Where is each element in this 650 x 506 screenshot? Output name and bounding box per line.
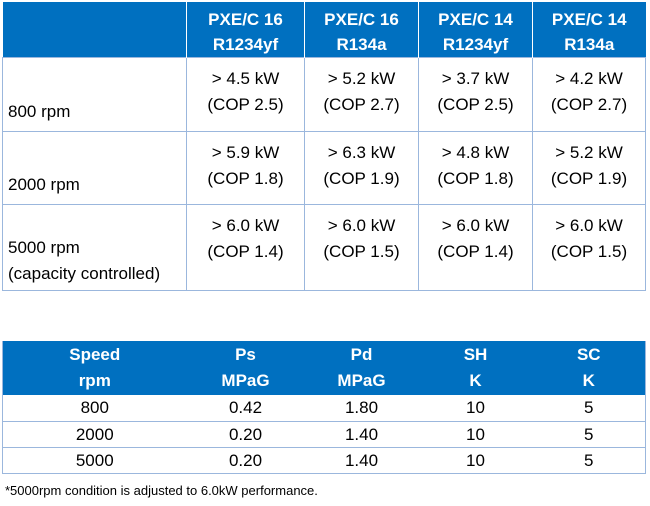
condition-row: 5000 0.20 1.40 10 5 [2, 447, 646, 474]
row-label: 2000 rpm [2, 131, 187, 205]
table-cell: 10 [418, 421, 533, 448]
capacity-cell: > 6.0 kW (COP 1.5) [304, 204, 419, 291]
capacity-header-cell: PXE/C 16 R134a [304, 2, 419, 58]
capacity-header-cell: PXE/C 14 R1234yf [418, 2, 533, 58]
capacity-table: PXE/C 16 R1234yf PXE/C 16 R134a PXE/C 14… [2, 2, 646, 291]
capacity-cell: > 5.9 kW (COP 1.8) [186, 131, 305, 205]
power-value: > 6.0 kW [211, 216, 280, 235]
cop-value: (COP 1.4) [437, 242, 514, 261]
cop-value: (COP 1.9) [323, 169, 400, 188]
header-unit: K [582, 371, 595, 390]
power-value: > 5.9 kW [211, 143, 280, 162]
capacity-cell: > 5.2 kW (COP 2.7) [304, 57, 419, 132]
table-cell: 5 [532, 395, 646, 422]
cop-value: (COP 2.7) [323, 95, 400, 114]
power-value: > 4.8 kW [441, 143, 510, 162]
table-cell: 0.20 [186, 421, 305, 448]
footnote: *5000rpm condition is adjusted to 6.0kW … [5, 483, 318, 498]
power-value: > 6.0 kW [555, 216, 623, 235]
header-unit: MPaG [337, 371, 386, 390]
capacity-cell: > 6.3 kW (COP 1.9) [304, 131, 419, 205]
capacity-cell: > 4.8 kW (COP 1.8) [418, 131, 533, 205]
capacity-cell: > 6.0 kW (COP 1.4) [186, 204, 305, 291]
condition-row: 2000 0.20 1.40 10 5 [2, 421, 646, 448]
power-value: > 6.0 kW [327, 216, 396, 235]
capacity-row: 2000 rpm > 5.9 kW (COP 1.8) > 6.3 kW (COP … [2, 131, 646, 205]
table-cell: 10 [418, 395, 533, 422]
capacity-cell: > 6.0 kW (COP 1.5) [532, 204, 646, 291]
header-name: Ps [235, 345, 256, 364]
column-refrigerant: R1234yf [212, 35, 279, 54]
row-label-text: 5000 rpm [8, 238, 80, 257]
power-value: > 4.2 kW [555, 69, 623, 88]
table-cell: 1.40 [304, 447, 419, 474]
cop-value: (COP 1.8) [207, 169, 284, 188]
table-cell: 1.80 [304, 395, 419, 422]
row-label-text: 800 rpm [8, 102, 71, 121]
column-model: PXE/C 14 [438, 10, 513, 29]
header-name: SC [576, 345, 601, 364]
row-label: 800 rpm [2, 57, 187, 132]
condition-header-cell: Ps MPaG [186, 341, 305, 395]
power-value: > 3.7 kW [441, 69, 510, 88]
capacity-cell: > 3.7 kW (COP 2.5) [418, 57, 533, 132]
capacity-header-empty [2, 2, 187, 58]
row-sublabel-text: (capacity controlled) [8, 264, 161, 283]
table-cell: 800 [2, 395, 187, 422]
table-cell: 0.42 [186, 395, 305, 422]
cop-value: (COP 1.4) [207, 242, 284, 261]
capacity-cell: > 5.2 kW (COP 1.9) [532, 131, 646, 205]
cop-value: (COP 2.7) [550, 95, 628, 114]
column-model: PXE/C 16 [324, 10, 399, 29]
condition-header-cell: SH K [418, 341, 533, 395]
power-value: > 4.5 kW [211, 69, 280, 88]
table-cell: 0.20 [186, 447, 305, 474]
table-cell: 10 [418, 447, 533, 474]
capacity-cell: > 4.5 kW (COP 2.5) [186, 57, 305, 132]
power-value: > 5.2 kW [327, 69, 396, 88]
header-name: Speed [69, 345, 121, 364]
condition-table: Speed rpm Ps MPaG Pd MPaG SH K SC K 800 0.42 … [2, 341, 646, 474]
cop-value: (COP 1.9) [550, 169, 628, 188]
row-label: 5000 rpm (capacity controlled) [2, 204, 187, 291]
header-name: SH [463, 345, 488, 364]
capacity-header-row: PXE/C 16 R1234yf PXE/C 16 R134a PXE/C 14… [2, 2, 646, 58]
cop-value: (COP 1.8) [437, 169, 514, 188]
cop-value: (COP 2.5) [207, 95, 284, 114]
capacity-header-cell: PXE/C 14 R134a [532, 2, 646, 58]
power-value: > 5.2 kW [555, 143, 623, 162]
table-cell: 5 [532, 447, 646, 474]
table-cell: 1.40 [304, 421, 419, 448]
column-model: PXE/C 14 [551, 10, 627, 29]
column-refrigerant: R1234yf [442, 35, 509, 54]
power-value: > 6.0 kW [441, 216, 510, 235]
capacity-row: 800 rpm > 4.5 kW (COP 2.5) > 5.2 kW (COP 2… [2, 57, 646, 132]
cop-value: (COP 1.5) [550, 242, 628, 261]
cop-value: (COP 2.5) [437, 95, 514, 114]
power-value: > 6.3 kW [327, 143, 396, 162]
column-model: PXE/C 16 [208, 10, 283, 29]
condition-header-cell: Speed rpm [2, 341, 187, 395]
row-label-text: 2000 rpm [8, 175, 80, 194]
table-cell: 2000 [2, 421, 187, 448]
condition-row: 800 0.42 1.80 10 5 [2, 395, 646, 422]
table-cell: 5 [532, 421, 646, 448]
table-cell: 5000 [2, 447, 187, 474]
capacity-cell: > 4.2 kW (COP 2.7) [532, 57, 646, 132]
header-unit: MPaG [221, 371, 270, 390]
column-refrigerant: R134a [336, 35, 387, 54]
condition-header-cell: SC K [532, 341, 646, 395]
condition-header-row: Speed rpm Ps MPaG Pd MPaG SH K SC K [2, 341, 646, 395]
cop-value: (COP 1.5) [323, 242, 400, 261]
header-unit: rpm [78, 371, 111, 390]
header-unit: K [469, 371, 482, 390]
capacity-cell: > 6.0 kW (COP 1.4) [418, 204, 533, 291]
header-name: Pd [350, 345, 373, 364]
condition-header-cell: Pd MPaG [304, 341, 419, 395]
column-refrigerant: R134a [564, 35, 615, 54]
capacity-header-cell: PXE/C 16 R1234yf [186, 2, 305, 58]
capacity-row: 5000 rpm (capacity controlled) > 6.0 kW (C… [2, 204, 646, 291]
